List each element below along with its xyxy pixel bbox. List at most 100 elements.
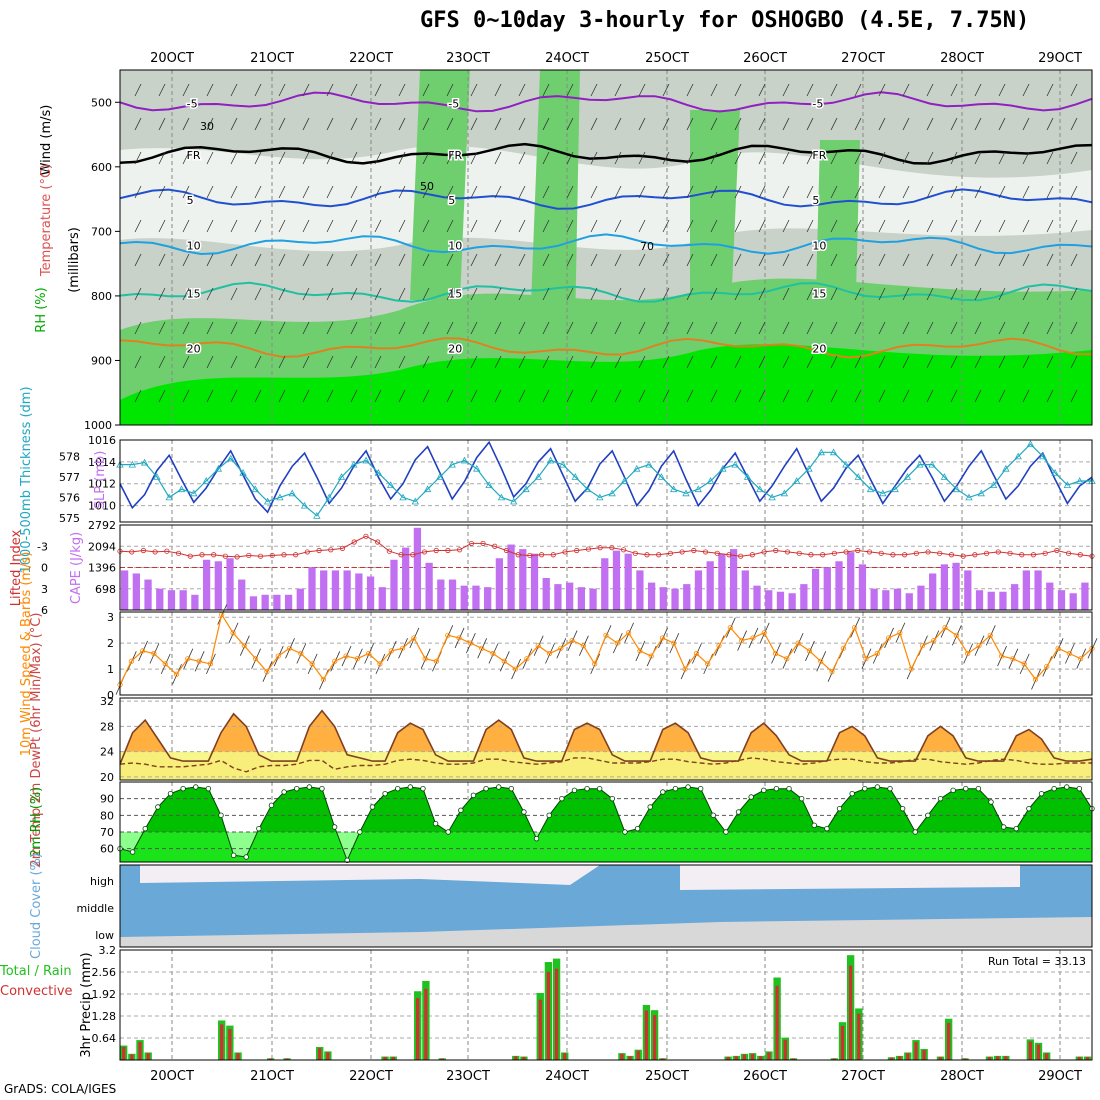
precip-legend-total: Total / Rain (0, 964, 72, 979)
wind-barb (374, 83, 382, 97)
wind-barb (638, 117, 646, 131)
wind-barb (782, 151, 790, 165)
cape-bar (331, 570, 340, 610)
wind-barb (734, 389, 742, 403)
wind-speed-point (603, 632, 609, 638)
precip-panel: 0.64 1.28 1.92 2.56 3.2 Run Total = 33.13 Tota… (0, 944, 1093, 1061)
wind-barb (1046, 389, 1054, 403)
rh-shade-column (410, 70, 860, 330)
rh-point (798, 795, 805, 802)
rh-point (167, 790, 174, 797)
temperature-axis-label: Temperature (°C) (39, 164, 54, 277)
rh-point (294, 785, 300, 792)
date-label-top: 24OCT (545, 51, 589, 66)
rh-point (735, 809, 742, 815)
cape-bar (191, 594, 199, 610)
slp-tick-label: 1010 (88, 500, 116, 513)
wind-barb (614, 185, 622, 199)
wind-speed-point (411, 635, 417, 641)
rh-point (420, 785, 426, 792)
wind-barb (254, 185, 262, 199)
rh-point (786, 785, 792, 792)
wind-barb (638, 83, 646, 97)
cape-bar (296, 588, 304, 610)
wind-barb (1022, 219, 1030, 233)
date-label-top: 22OCT (349, 51, 393, 66)
wind-barb (350, 117, 358, 131)
wind-barb (374, 185, 382, 199)
rh-tick-label: 80 (100, 809, 114, 822)
wind-barb (542, 83, 550, 97)
thickness-point (276, 493, 284, 501)
wind-barb (1070, 321, 1078, 335)
wind-barb (254, 151, 262, 165)
thickness-point (1026, 440, 1035, 447)
li-point (421, 549, 428, 555)
thickness-point (891, 485, 899, 493)
thickness-point (300, 501, 309, 509)
date-label-top: 27OCT (841, 51, 885, 66)
wind-barb (974, 117, 982, 131)
wind-barb (518, 219, 526, 233)
wind-barb (782, 219, 790, 233)
wind-barb (446, 117, 454, 131)
wind-barb (566, 321, 574, 335)
thickness-point (153, 473, 161, 480)
temp-contour (119, 233, 1093, 256)
wind-barb (470, 185, 478, 199)
wind-barb (374, 321, 382, 335)
wind-speed-point (592, 661, 598, 667)
temp-contour-label: 15 (448, 288, 462, 301)
li-point (714, 550, 720, 556)
wind-barb (686, 287, 694, 301)
wind-barb (902, 321, 910, 335)
cape-bar (343, 570, 351, 610)
thickness-point (411, 497, 419, 505)
thickness-point (423, 485, 432, 493)
wind-barb (950, 287, 958, 301)
li-point (679, 549, 685, 555)
cape-bar (249, 596, 258, 610)
cape-bar (870, 588, 878, 610)
wind-barb (398, 287, 406, 301)
li-point (620, 547, 627, 553)
thickness-axis-label: 1000-500mb Thickness (dm) (19, 386, 34, 573)
wind-barb (518, 253, 526, 267)
precip-convective-bar (138, 1042, 142, 1060)
precip-convective-bar (522, 1056, 526, 1060)
wind-speed-point (388, 648, 394, 654)
wind-barb (1070, 355, 1078, 369)
cape-bar (1034, 570, 1042, 610)
li-tick-label: 0 (41, 562, 48, 575)
wind-barb (830, 389, 838, 403)
rh-point (634, 825, 641, 832)
li-point (948, 552, 955, 558)
cape-bar (226, 558, 234, 610)
wind-barb (878, 287, 886, 301)
li-point (1054, 547, 1060, 554)
dewpoint-series-line (119, 757, 1092, 773)
thickness-point (793, 477, 801, 484)
wind-speed-point (558, 645, 564, 651)
li-point (433, 547, 439, 554)
thickness-point (682, 489, 690, 497)
wind-barb (926, 253, 934, 267)
cape-bar (589, 588, 597, 610)
wind-speed-point (230, 630, 236, 636)
temp-contour-label: 20 (812, 343, 826, 356)
wind-barb (254, 219, 262, 233)
wind-speed-point (580, 643, 586, 649)
li-point (702, 549, 709, 555)
cape-bar (577, 587, 585, 610)
wind-barb (230, 219, 238, 233)
cape-bar (1081, 582, 1089, 610)
wind-barb (638, 185, 646, 199)
wind-speed-point (173, 671, 180, 677)
wind-barb (254, 355, 262, 369)
rh-point (925, 812, 931, 819)
slp-tick-label: 1014 (88, 456, 116, 469)
precip-convective-bar (791, 1058, 796, 1060)
wind-barb (782, 287, 790, 301)
wind-barb (446, 219, 454, 233)
cape-bar (156, 588, 164, 610)
